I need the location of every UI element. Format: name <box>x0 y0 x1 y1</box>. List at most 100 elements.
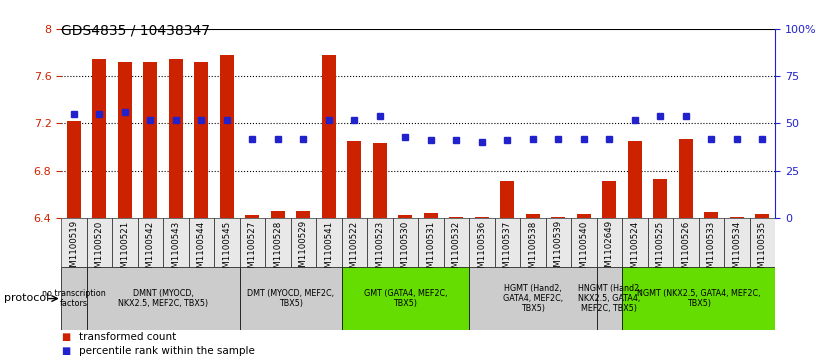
Text: NGMT (NKX2.5, GATA4, MEF2C,
TBX5): NGMT (NKX2.5, GATA4, MEF2C, TBX5) <box>637 289 761 308</box>
Text: GSM1100543: GSM1100543 <box>171 220 180 278</box>
Bar <box>494 218 520 267</box>
Bar <box>271 211 285 218</box>
Bar <box>469 267 596 330</box>
Text: GSM1100544: GSM1100544 <box>197 220 206 278</box>
Bar <box>342 267 469 330</box>
Bar <box>367 218 392 267</box>
Bar <box>596 218 622 267</box>
Bar <box>602 181 616 218</box>
Bar <box>194 62 208 218</box>
Bar <box>86 267 240 330</box>
Bar <box>444 218 469 267</box>
Bar <box>348 141 361 218</box>
Text: GSM1100525: GSM1100525 <box>656 220 665 278</box>
Bar <box>138 218 163 267</box>
Bar <box>571 218 596 267</box>
Text: HNGMT (Hand2,
NKX2.5, GATA4,
MEF2C, TBX5): HNGMT (Hand2, NKX2.5, GATA4, MEF2C, TBX5… <box>578 284 641 314</box>
Bar <box>520 218 546 267</box>
Bar <box>724 218 750 267</box>
Bar <box>220 55 234 218</box>
Bar <box>290 218 316 267</box>
Bar <box>673 218 698 267</box>
Bar <box>265 218 290 267</box>
Bar <box>144 62 157 218</box>
Bar <box>188 218 214 267</box>
Bar <box>469 218 494 267</box>
Text: GSM1100534: GSM1100534 <box>733 220 742 278</box>
Text: GSM1100524: GSM1100524 <box>631 220 640 278</box>
Text: transformed count: transformed count <box>79 332 176 342</box>
Bar <box>622 218 648 267</box>
Bar <box>373 143 387 218</box>
Text: GSM1100535: GSM1100535 <box>758 220 767 278</box>
Bar <box>698 218 724 267</box>
Text: GSM1100520: GSM1100520 <box>95 220 104 278</box>
Text: GSM1102649: GSM1102649 <box>605 220 614 278</box>
Bar <box>628 141 642 218</box>
Text: GSM1100541: GSM1100541 <box>325 220 334 278</box>
Bar <box>577 214 591 218</box>
Bar <box>240 218 265 267</box>
Bar <box>214 218 240 267</box>
Text: GSM1100542: GSM1100542 <box>146 220 155 278</box>
Text: GSM1100537: GSM1100537 <box>503 220 512 278</box>
Bar <box>316 218 342 267</box>
Bar <box>86 218 112 267</box>
Bar <box>679 139 693 218</box>
Bar <box>648 218 673 267</box>
Text: GSM1100545: GSM1100545 <box>223 220 232 278</box>
Text: GSM1100530: GSM1100530 <box>401 220 410 278</box>
Bar <box>500 181 514 218</box>
Bar <box>596 267 622 330</box>
Bar <box>622 267 775 330</box>
Bar <box>296 211 310 218</box>
Text: GSM1100531: GSM1100531 <box>427 220 436 278</box>
Bar <box>526 214 540 218</box>
Bar <box>756 214 769 218</box>
Text: ■: ■ <box>61 346 70 356</box>
Bar <box>546 218 571 267</box>
Text: DMT (MYOCD, MEF2C,
TBX5): DMT (MYOCD, MEF2C, TBX5) <box>247 289 335 308</box>
Bar <box>475 217 489 218</box>
Bar <box>654 179 667 218</box>
Text: GSM1100539: GSM1100539 <box>554 220 563 278</box>
Bar <box>163 218 188 267</box>
Bar <box>450 217 463 218</box>
Text: ■: ■ <box>61 332 70 342</box>
Bar <box>169 58 183 218</box>
Text: percentile rank within the sample: percentile rank within the sample <box>79 346 255 356</box>
Text: GMT (GATA4, MEF2C,
TBX5): GMT (GATA4, MEF2C, TBX5) <box>364 289 447 308</box>
Text: GSM1100533: GSM1100533 <box>707 220 716 278</box>
Bar <box>67 121 81 218</box>
Bar <box>112 218 138 267</box>
Bar <box>392 218 418 267</box>
Bar <box>398 215 412 218</box>
Bar <box>246 215 259 218</box>
Text: DMNT (MYOCD,
NKX2.5, MEF2C, TBX5): DMNT (MYOCD, NKX2.5, MEF2C, TBX5) <box>118 289 208 308</box>
Text: no transcription
factors: no transcription factors <box>42 289 106 308</box>
Text: GSM1100523: GSM1100523 <box>375 220 384 278</box>
Bar <box>240 267 342 330</box>
Text: protocol: protocol <box>4 293 49 303</box>
Bar <box>61 267 86 330</box>
Bar <box>61 218 86 267</box>
Bar <box>322 55 336 218</box>
Bar <box>92 58 106 218</box>
Text: GSM1100529: GSM1100529 <box>299 220 308 278</box>
Text: HGMT (Hand2,
GATA4, MEF2C,
TBX5): HGMT (Hand2, GATA4, MEF2C, TBX5) <box>503 284 563 314</box>
Bar <box>552 217 565 218</box>
Text: GSM1100528: GSM1100528 <box>273 220 282 278</box>
Text: GSM1100526: GSM1100526 <box>681 220 690 278</box>
Text: GSM1100540: GSM1100540 <box>579 220 588 278</box>
Bar <box>424 213 438 218</box>
Text: GSM1100538: GSM1100538 <box>529 220 538 278</box>
Text: GSM1100519: GSM1100519 <box>69 220 78 278</box>
Bar <box>342 218 367 267</box>
Text: GSM1100522: GSM1100522 <box>350 220 359 278</box>
Text: GSM1100521: GSM1100521 <box>121 220 130 278</box>
Text: GSM1100527: GSM1100527 <box>248 220 257 278</box>
Text: GSM1100532: GSM1100532 <box>452 220 461 278</box>
Bar <box>418 218 444 267</box>
Bar <box>730 217 744 218</box>
Text: GSM1100536: GSM1100536 <box>477 220 486 278</box>
